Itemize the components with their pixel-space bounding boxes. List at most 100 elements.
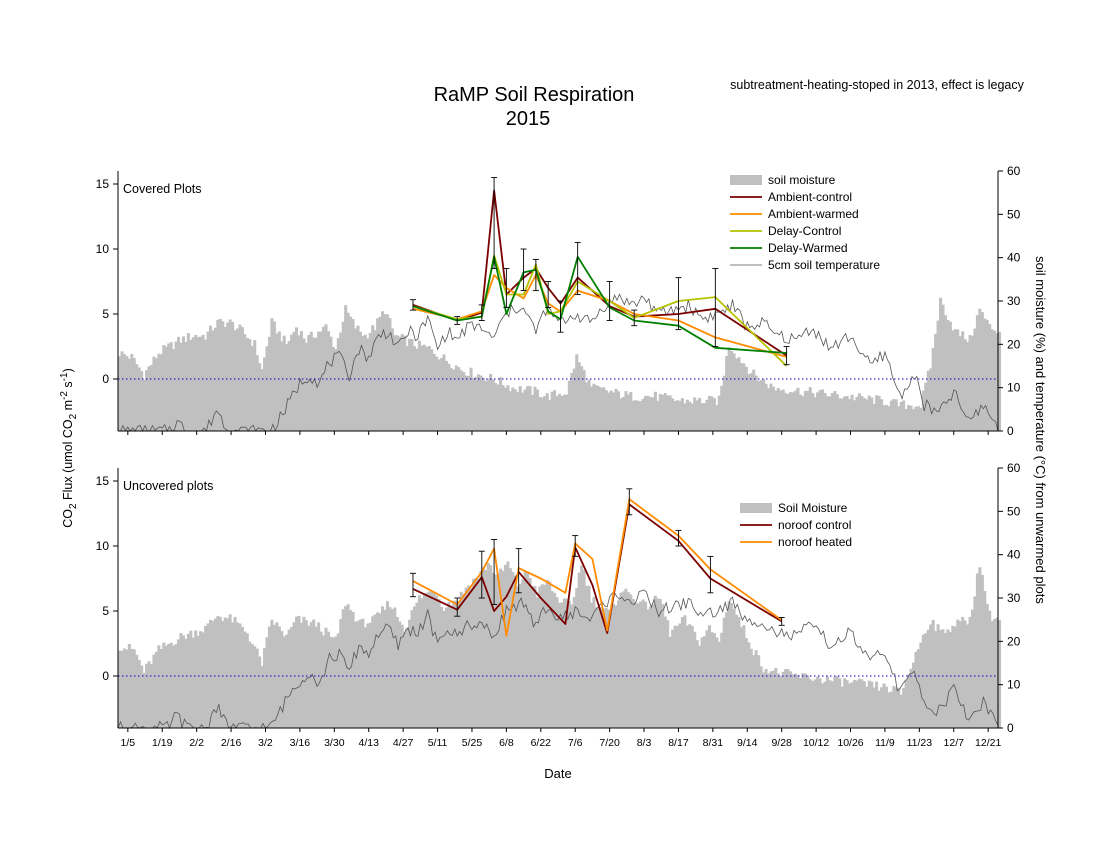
moisture-bar: [594, 385, 598, 431]
moisture-bar: [506, 385, 510, 431]
moisture-bar: [152, 356, 156, 431]
moisture-bar: [897, 687, 901, 728]
moisture-bar: [730, 603, 734, 728]
moisture-bar: [766, 673, 770, 728]
moisture-bar: [936, 320, 940, 431]
moisture-bar: [250, 644, 254, 728]
moisture-bar: [897, 406, 901, 431]
x-tick-label: 7/6: [568, 737, 583, 749]
moisture-bar: [408, 619, 412, 728]
moisture-bar: [398, 621, 402, 728]
error-bar: [454, 316, 461, 325]
moisture-bar: [486, 562, 490, 728]
moisture-bar: [907, 404, 911, 431]
moisture-bar: [860, 395, 864, 431]
moisture-bar: [651, 397, 655, 431]
error-bar: [532, 258, 539, 292]
moisture-bar: [447, 363, 451, 431]
moisture-bar: [835, 394, 839, 431]
moisture-bar: [734, 358, 739, 431]
panel-uncovered-plots: 0 5 10 15 0 10 20 30 40 50 60 1/5 1/19 2/2 2/16 3/2 3/16…: [96, 461, 1021, 749]
moisture-bar: [966, 342, 970, 431]
moisture-bar: [575, 354, 579, 431]
moisture-bar: [218, 318, 222, 431]
moisture-bar: [299, 622, 303, 728]
moisture-bar: [752, 369, 756, 431]
moisture-bar: [580, 565, 584, 728]
moisture-bar: [725, 356, 729, 431]
error-bar: [557, 300, 564, 333]
moisture-bar: [597, 607, 601, 728]
moisture-bar: [953, 329, 957, 431]
moisture-bar: [909, 405, 913, 431]
moisture-bar: [530, 394, 535, 431]
moisture-bar: [459, 591, 463, 728]
moisture-bar: [292, 331, 296, 431]
moisture-bar: [624, 391, 628, 431]
moisture-bar: [663, 616, 667, 728]
moisture-bar: [523, 571, 527, 728]
moisture-bar: [680, 617, 684, 728]
moisture-bar: [420, 598, 424, 728]
moisture-bar: [211, 620, 215, 728]
moisture-bar: [629, 594, 633, 728]
moisture-bar: [388, 318, 392, 431]
moisture-bar: [705, 630, 709, 728]
moisture-bar: [258, 363, 262, 431]
moisture-bar: [363, 627, 367, 728]
moisture-bar: [840, 398, 844, 431]
moisture-bar: [695, 400, 699, 431]
moisture-bar: [720, 385, 724, 431]
y-left-tick-label: 5: [102, 604, 109, 618]
moisture-bar: [771, 670, 775, 728]
moisture-bar: [135, 654, 139, 728]
series-delay-warmed: [412, 255, 787, 354]
moisture-bar: [801, 673, 805, 728]
moisture-bar: [902, 400, 906, 431]
moisture-bar: [282, 335, 286, 431]
moisture-bar: [993, 330, 997, 431]
moisture-bar: [963, 620, 967, 728]
error-bar: [778, 617, 785, 626]
moisture-bar: [754, 375, 758, 431]
moisture-bar: [545, 393, 549, 431]
moisture-bar: [968, 335, 972, 431]
moisture-bar: [412, 346, 417, 431]
moisture-bar: [852, 400, 857, 431]
moisture-bar: [948, 321, 952, 431]
moisture-bar: [540, 584, 544, 728]
moisture-bar: [909, 668, 913, 728]
moisture-bar: [221, 620, 225, 728]
moisture-bar: [245, 338, 249, 431]
moisture-bar: [943, 632, 947, 728]
moisture-bar: [550, 391, 554, 431]
moisture-bar: [771, 386, 775, 431]
moisture-bar: [376, 318, 380, 431]
x-tick-label: 10/12: [803, 737, 829, 749]
moisture-bar: [479, 570, 483, 728]
moisture-bar: [850, 394, 854, 431]
moisture-bar: [444, 607, 448, 728]
y-left-m: m: [61, 400, 75, 414]
moisture-bar: [712, 633, 716, 728]
moisture-bar: [875, 395, 879, 431]
series-noroof-control: [412, 503, 783, 634]
moisture-bar: [381, 311, 385, 431]
moisture-bar: [875, 681, 879, 728]
moisture-bar: [813, 679, 817, 728]
moisture-bar: [722, 617, 726, 728]
error-bar: [503, 268, 510, 308]
moisture-bar: [440, 357, 444, 431]
moisture-bar: [125, 356, 129, 431]
moisture-bar: [843, 678, 847, 728]
moisture-bar: [125, 649, 129, 728]
error-bars: [409, 177, 790, 366]
moisture-bar: [725, 612, 729, 728]
moisture-bar: [808, 387, 812, 431]
moisture-bar: [737, 357, 741, 431]
moisture-bar: [850, 682, 854, 728]
x-tick-label: 3/16: [290, 737, 311, 749]
moisture-bar: [378, 613, 382, 728]
moisture-bar: [683, 403, 687, 431]
moisture-bar: [132, 649, 136, 728]
